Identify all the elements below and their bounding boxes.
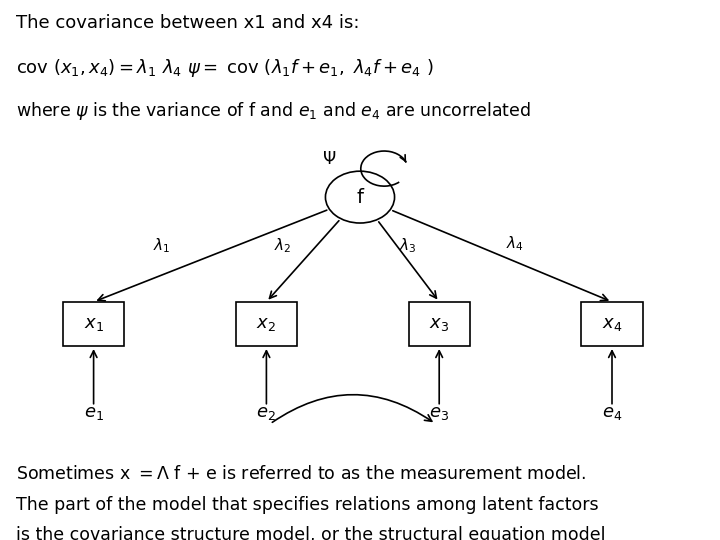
Text: $\lambda_3$: $\lambda_3$ [399,237,416,255]
Text: cov $(x_1, x_4) = \lambda_1\ \lambda_4\ \psi = $ cov $(\lambda_1 f + e_1,\ \lamb: cov $(x_1, x_4) = \lambda_1\ \lambda_4\ … [16,57,433,79]
Text: $x_1$: $x_1$ [84,315,104,333]
Text: is the covariance structure model, or the structural equation model: is the covariance structure model, or th… [16,526,606,540]
Text: $e_3$: $e_3$ [429,404,449,422]
Text: where $\psi$ is the variance of f and $e_1$ and $e_4$ are uncorrelated: where $\psi$ is the variance of f and $e… [16,100,531,122]
Text: $x_4$: $x_4$ [602,315,622,333]
Text: $x_3$: $x_3$ [429,315,449,333]
Text: The covariance between x1 and x4 is:: The covariance between x1 and x4 is: [16,14,359,31]
Text: $\lambda_4$: $\lambda_4$ [506,235,523,253]
Text: The part of the model that specifies relations among latent factors: The part of the model that specifies rel… [16,496,598,514]
Text: $x_2$: $x_2$ [256,315,276,333]
Text: Sometimes x $= \Lambda$ f + e is referred to as the measurement model.: Sometimes x $= \Lambda$ f + e is referre… [16,465,586,483]
Text: $e_1$: $e_1$ [84,404,104,422]
Bar [409,302,470,346]
Text: $\lambda_2$: $\lambda_2$ [274,237,291,255]
Text: $\lambda_1$: $\lambda_1$ [153,237,171,255]
Text: $e_2$: $e_2$ [256,404,276,422]
Bar [63,302,124,346]
Text: $\Psi$: $\Psi$ [322,150,336,168]
Text: f: f [356,187,364,207]
Text: $e_4$: $e_4$ [602,404,622,422]
Bar [236,302,297,346]
Bar [582,302,642,346]
